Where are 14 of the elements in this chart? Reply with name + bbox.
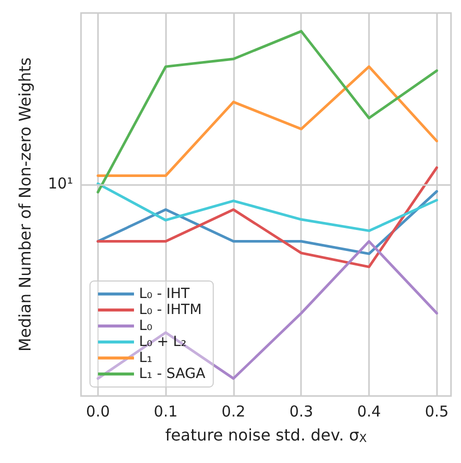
x-tick-label: 0.0	[86, 402, 110, 420]
x-tick-label: 0.2	[222, 402, 246, 420]
legend-label: L₀ - IHT	[139, 286, 190, 302]
x-tick-label: 0.4	[357, 402, 381, 420]
legend-label: L₁ - SAGA	[139, 366, 206, 382]
x-tick-label: 0.3	[289, 402, 314, 420]
legend-label: L₀ + L₂	[139, 334, 186, 350]
x-tick-label: 0.1	[154, 402, 178, 420]
legend-label: L₀	[139, 318, 153, 334]
legend-label: L₁	[139, 350, 152, 366]
legend-label: L₀ - IHTM	[139, 302, 202, 318]
x-tick-label: 0.5	[424, 402, 449, 420]
y-axis-title: Median Number of Non-zero Weights	[16, 57, 34, 352]
text: 10¹	[48, 174, 73, 193]
